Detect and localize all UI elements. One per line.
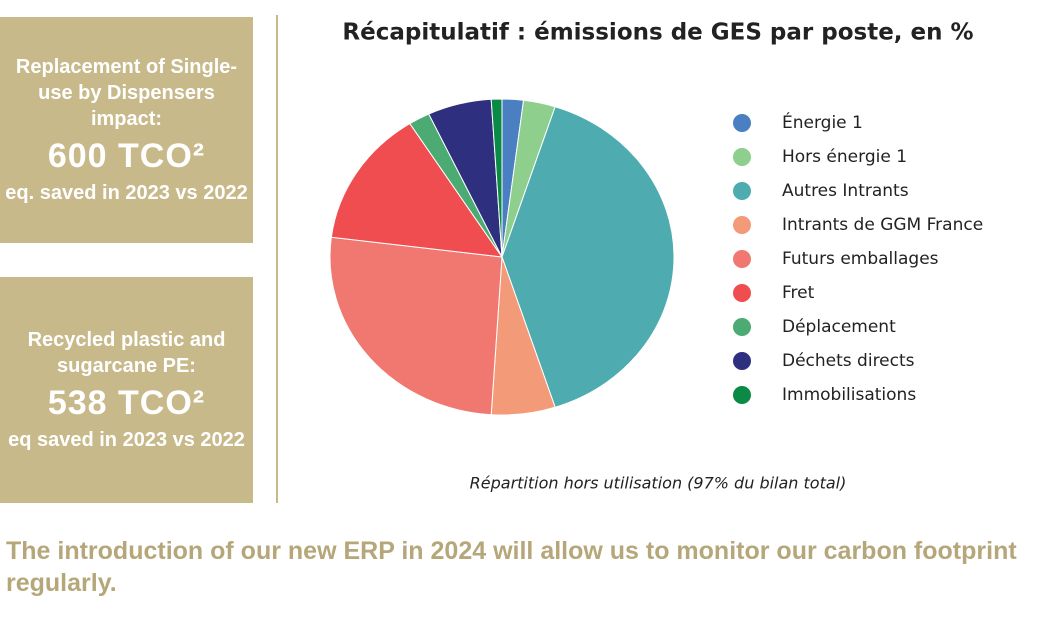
- legend-label: Futurs emballages: [782, 249, 939, 269]
- legend-marker: [733, 182, 751, 200]
- panel-text: Recycled plastic and sugarcane PE:: [27, 329, 226, 377]
- legend-marker: [733, 284, 751, 302]
- pie-slice: [490, 98, 503, 258]
- pie-slice: [501, 106, 675, 408]
- legend-label: Autres Intrants: [782, 181, 909, 201]
- panel-figure: 538 TCO²: [47, 384, 206, 422]
- panel-text: Replacement of Single-use by Dispensers …: [15, 56, 238, 130]
- legend-marker: [733, 148, 751, 166]
- panel-note: eq saved in 2023 vs 2022: [8, 429, 245, 451]
- legend-marker: [733, 250, 751, 268]
- legend-label: Déchets directs: [782, 351, 915, 371]
- pie-slice: [329, 236, 503, 416]
- legend-label: Hors énergie 1: [782, 147, 907, 167]
- legend-label: Immobilisations: [782, 385, 916, 405]
- legend-marker: [733, 352, 751, 370]
- footer-text: The introduction of our new ERP in 2024 …: [6, 537, 1017, 597]
- panel-figure: 600 TCO²: [47, 137, 206, 175]
- panel-note: eq. saved in 2023 vs 2022: [5, 182, 248, 204]
- chart-subtitle: Répartition hors utilisation (97% du bil…: [470, 474, 847, 493]
- legend-marker: [733, 216, 751, 234]
- legend-marker: [733, 114, 751, 132]
- pie-slice: [330, 122, 504, 258]
- chart-title: Récapitulatif : émissions de GES par pos…: [342, 20, 973, 46]
- legend-label: Déplacement: [782, 317, 896, 337]
- legend-marker: [733, 386, 751, 404]
- impact-panel: Replacement of Single-use by Dispensers …: [0, 17, 253, 243]
- legend-label: Fret: [782, 283, 815, 303]
- impact-panel: Recycled plastic and sugarcane PE: 538 T…: [0, 277, 253, 503]
- legend-label: Énergie 1: [782, 111, 863, 133]
- legend-marker: [733, 318, 751, 336]
- legend-label: Intrants de GGM France: [782, 215, 983, 235]
